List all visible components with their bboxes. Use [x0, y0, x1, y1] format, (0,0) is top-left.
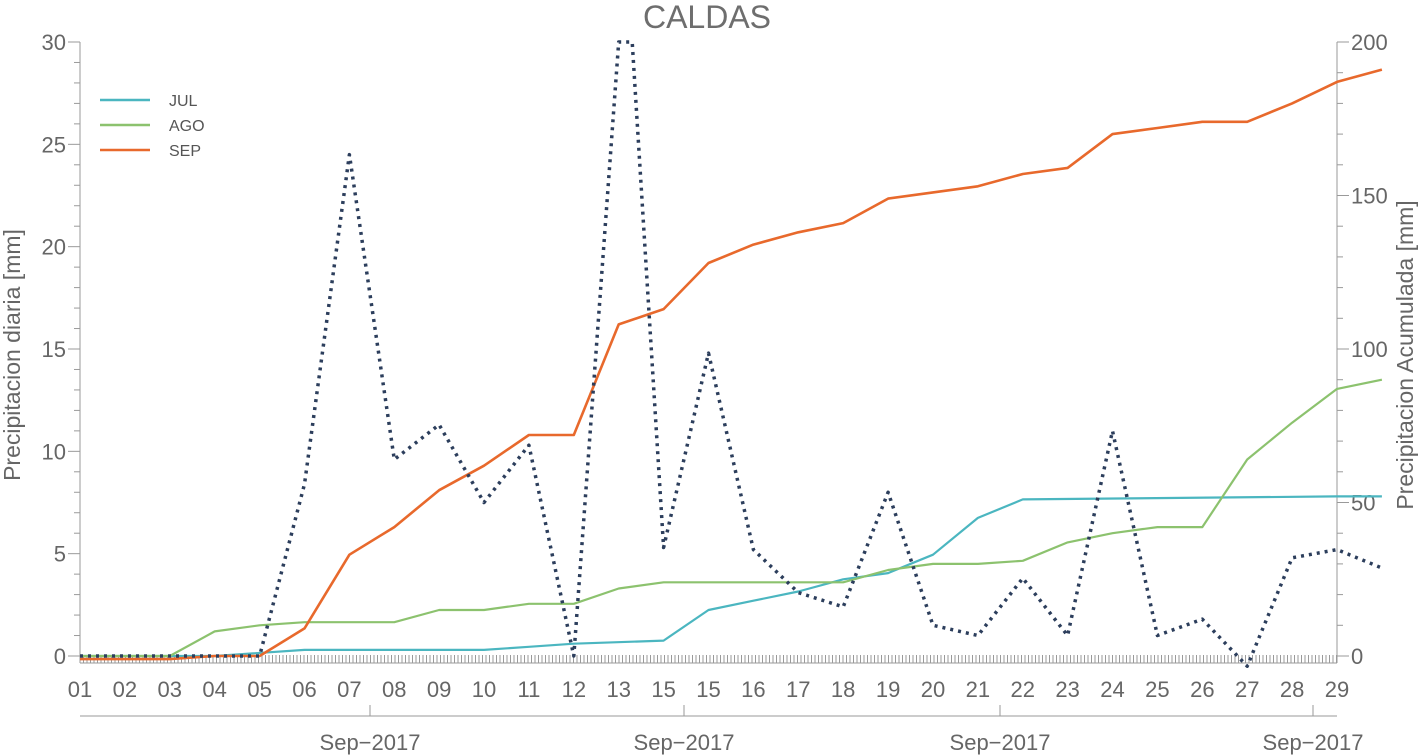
- legend-label-jul: JUL: [169, 93, 198, 110]
- day-tick-label: 28: [1280, 677, 1304, 702]
- day-tick-label: 11: [518, 677, 541, 702]
- bottom-axis-ticks: 01 02 03 04 05 06 07 08 09 10 11 12 13 15 15 16 17 18 19 20…: [68, 655, 1364, 755]
- date-tick-label: Sep−2017: [634, 730, 735, 755]
- day-tick-label: 06: [292, 677, 316, 702]
- day-tick-label: 04: [202, 677, 226, 702]
- right-tick-label: 200: [1351, 30, 1388, 55]
- date-tick-label: Sep−2017: [320, 730, 421, 755]
- day-tick-label: 15: [651, 677, 675, 702]
- day-tick-label: 27: [1235, 677, 1259, 702]
- left-axis-ticks: 0 5 10 15 20 25 30: [42, 30, 80, 669]
- legend: JUL AGO SEP: [100, 93, 205, 160]
- day-tick-label: 25: [1145, 677, 1169, 702]
- day-tick-label: 03: [158, 677, 182, 702]
- right-tick-label: 0: [1351, 644, 1363, 669]
- series-line-jul: [80, 495, 1382, 658]
- day-tick-label: 20: [921, 677, 945, 702]
- series-line-daily: [80, 40, 1383, 668]
- date-tick-label: Sep−2017: [950, 730, 1051, 755]
- left-tick-label: 15: [42, 337, 66, 362]
- legend-label-sep: SEP: [169, 143, 201, 160]
- day-tick-label: 15: [696, 677, 720, 702]
- left-tick-label: 25: [42, 132, 66, 157]
- day-tick-label: 16: [741, 677, 765, 702]
- left-tick-label: 0: [54, 644, 66, 669]
- day-tick-label: 01: [68, 677, 92, 702]
- left-tick-label: 20: [42, 235, 66, 260]
- day-tick-label: 24: [1100, 677, 1124, 702]
- right-axis-ticks: 0 50 100 150 200: [1337, 30, 1388, 669]
- chart-title: CALDAS: [643, 0, 771, 35]
- left-tick-label: 5: [54, 542, 66, 567]
- day-tick-label: 26: [1190, 677, 1214, 702]
- legend-label-ago: AGO: [169, 118, 205, 135]
- date-tick-label: Sep−2017: [1263, 730, 1364, 755]
- day-tick-label: 10: [472, 677, 496, 702]
- right-tick-label: 50: [1351, 491, 1375, 516]
- day-tick-label: 09: [427, 677, 451, 702]
- left-tick-label: 30: [42, 30, 66, 55]
- series-layer: [80, 40, 1383, 668]
- day-tick-label: 17: [786, 677, 810, 702]
- day-tick-label: 12: [562, 677, 586, 702]
- series-line-sep: [80, 68, 1383, 661]
- day-tick-label: 29: [1325, 677, 1349, 702]
- day-tick-label: 07: [337, 677, 361, 702]
- right-axis-title: Precipitacion Acumulada [mm]: [1392, 200, 1418, 509]
- left-tick-label: 10: [42, 439, 66, 464]
- series-line-ago: [80, 378, 1383, 658]
- day-tick-label: 02: [113, 677, 137, 702]
- day-tick-label: 21: [966, 677, 990, 702]
- right-tick-label: 150: [1351, 184, 1388, 209]
- left-axis-title: Precipitacion diaria [mm]: [0, 229, 25, 481]
- right-tick-label: 100: [1351, 337, 1388, 362]
- day-tick-label: 18: [831, 677, 855, 702]
- day-tick-label: 13: [606, 677, 630, 702]
- day-tick-label: 05: [247, 677, 271, 702]
- day-tick-label: 23: [1055, 677, 1079, 702]
- day-tick-label: 08: [382, 677, 406, 702]
- day-tick-label: 19: [876, 677, 900, 702]
- day-tick-label: 22: [1011, 677, 1035, 702]
